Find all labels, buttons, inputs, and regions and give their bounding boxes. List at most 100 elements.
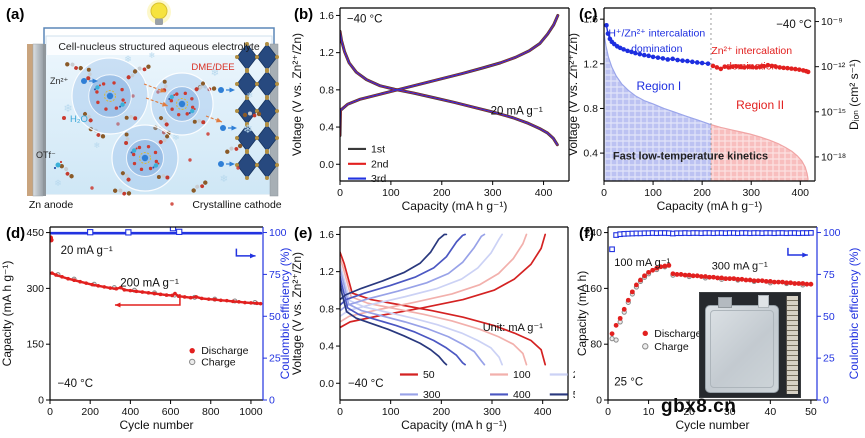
solvent-molecule	[242, 111, 262, 118]
legend-label: 400	[513, 389, 531, 401]
solvent-molecule	[65, 62, 83, 71]
marker-dot	[134, 289, 139, 294]
snowflake-icon: ❄	[124, 54, 132, 64]
zn-ion-core	[106, 92, 114, 100]
y-tick-label: 0	[38, 395, 44, 407]
arrowhead	[92, 78, 98, 84]
water-molecule	[148, 166, 153, 171]
electrolyte-schematic: ❄ ❄ ❄ ❄ ❄ ❄ ❄ ❄ ❄ ❄ Cell-nucleus structured aqueo…	[27, 0, 282, 211]
marker-dot	[757, 64, 763, 69]
marker-dot	[650, 267, 656, 273]
water-molecule	[175, 92, 179, 96]
ruler	[786, 296, 798, 394]
y-tick-label: 0.8	[319, 303, 334, 315]
solvent-molecule	[126, 69, 137, 80]
water-molecule	[188, 158, 192, 162]
legend-label: 300	[423, 389, 441, 401]
solvent-molecule	[120, 171, 131, 182]
marker-dot	[617, 315, 623, 321]
marker-dot	[694, 60, 700, 65]
arrowhead	[231, 125, 237, 131]
plot-area	[50, 227, 263, 306]
x-tick-label: 40	[764, 406, 776, 418]
snowflake-icon: ❄	[63, 103, 72, 115]
cathode-backing	[269, 43, 279, 197]
x-tick-label: 0	[47, 406, 53, 418]
pouch-tab-left	[718, 297, 732, 308]
marker-dot	[680, 58, 685, 63]
otf-anion	[55, 162, 61, 168]
otf-anion	[169, 94, 174, 100]
water-molecule	[190, 97, 194, 101]
schematic-decor: ❄ ❄ ❄ ❄ ❄ ❄ ❄ ❄ ❄ ❄	[27, 0, 279, 206]
panel-label-e: (e)	[294, 225, 313, 242]
marker-dot	[646, 53, 651, 59]
right-tick-label: 75	[823, 269, 835, 281]
light-bulb-icon	[150, 2, 168, 20]
annotation: 20 mA g⁻¹	[491, 105, 543, 117]
marker-dot	[182, 295, 187, 299]
x-tick-label: 400	[535, 187, 553, 199]
solvent-molecule	[158, 134, 170, 145]
marker-dot	[140, 290, 145, 294]
marker-circle-open	[613, 337, 619, 343]
right-tick-label: 100	[269, 227, 287, 239]
crystal-node	[265, 42, 269, 46]
panel-d-long-cycling: (d) 0 200 400 600 800 1000 0 150 300 450 0 25 50 75 10…	[0, 219, 296, 438]
marker-dot	[800, 281, 806, 286]
x-tick-label: 200	[433, 187, 451, 199]
crystal-node	[235, 82, 239, 86]
axis-frame	[339, 7, 569, 182]
marker-square-open	[609, 246, 615, 253]
series-line	[340, 29, 559, 147]
panel-label-f: (f)	[579, 225, 594, 242]
marker-dot	[718, 66, 724, 72]
marker-dot	[621, 306, 627, 312]
solvent-molecule	[192, 118, 206, 125]
water-molecule	[154, 159, 159, 164]
crystal-node	[255, 163, 259, 167]
marker-square-open	[125, 229, 132, 236]
water-molecule	[190, 105, 195, 109]
marker-dot	[122, 288, 127, 292]
right-tick-label: 10⁻¹⁸	[821, 151, 846, 163]
marker-dot	[199, 296, 204, 301]
x-axis-title: Cycle number	[119, 418, 193, 432]
marker-square-open	[808, 230, 814, 236]
solvent-molecule	[225, 143, 243, 154]
water-molecule	[139, 167, 144, 172]
chart-rate-capability: 0 100 200 300 400 0.0 0.4 0.8 1.2 1.6 Capacity (mA…	[290, 226, 575, 432]
crystal-node	[235, 136, 239, 140]
panel-c-intercalation-regions: (c) 0 100 200 300 400 0.4 0.8 1.2 1.6 10⁻⁹ 10⁻¹² 10…	[566, 0, 865, 219]
marker-dot	[605, 31, 611, 36]
solvent-molecule	[86, 67, 92, 81]
solvent-molecule	[112, 188, 132, 196]
elbow-arrow	[114, 294, 181, 306]
otf-anion	[190, 108, 195, 114]
x-tick-label: 30	[724, 406, 736, 418]
x-tick-label: 200	[433, 406, 451, 418]
x-tick-label: 400	[792, 187, 810, 199]
cathode-label: Crystalline cathode	[192, 199, 281, 211]
zn-ion-core	[141, 154, 149, 162]
ion-hop-arrow	[205, 115, 223, 123]
zn-anode	[32, 43, 44, 197]
marker-dot	[690, 273, 696, 279]
series-line	[340, 30, 558, 146]
annotation: domination	[631, 43, 683, 55]
zn-ion	[220, 125, 226, 131]
series-line	[340, 281, 448, 366]
series-line	[340, 256, 528, 366]
snowflake-icon: ❄	[211, 68, 219, 79]
x-tick-label: 0	[605, 406, 611, 418]
x-tick-label: 400	[122, 406, 140, 418]
x-axis-title: Capacity (mA h g⁻¹)	[401, 418, 507, 432]
water-molecule	[131, 152, 136, 157]
marker-dot	[705, 61, 711, 66]
marker-dot	[694, 273, 700, 279]
crystal-node	[255, 136, 259, 140]
marker-dot	[642, 273, 647, 279]
water-molecule	[62, 116, 66, 120]
crystal-node	[265, 123, 269, 127]
marker-dot	[761, 63, 767, 69]
